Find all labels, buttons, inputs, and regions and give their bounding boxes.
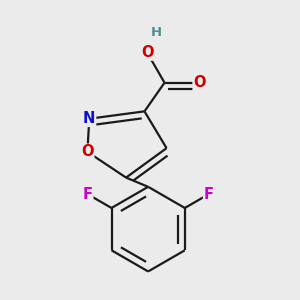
Text: O: O [193, 75, 206, 90]
Text: H: H [151, 26, 162, 39]
Text: F: F [82, 187, 93, 202]
Text: O: O [141, 45, 153, 60]
Text: O: O [81, 144, 94, 159]
Text: F: F [204, 187, 214, 202]
Text: N: N [83, 111, 95, 126]
